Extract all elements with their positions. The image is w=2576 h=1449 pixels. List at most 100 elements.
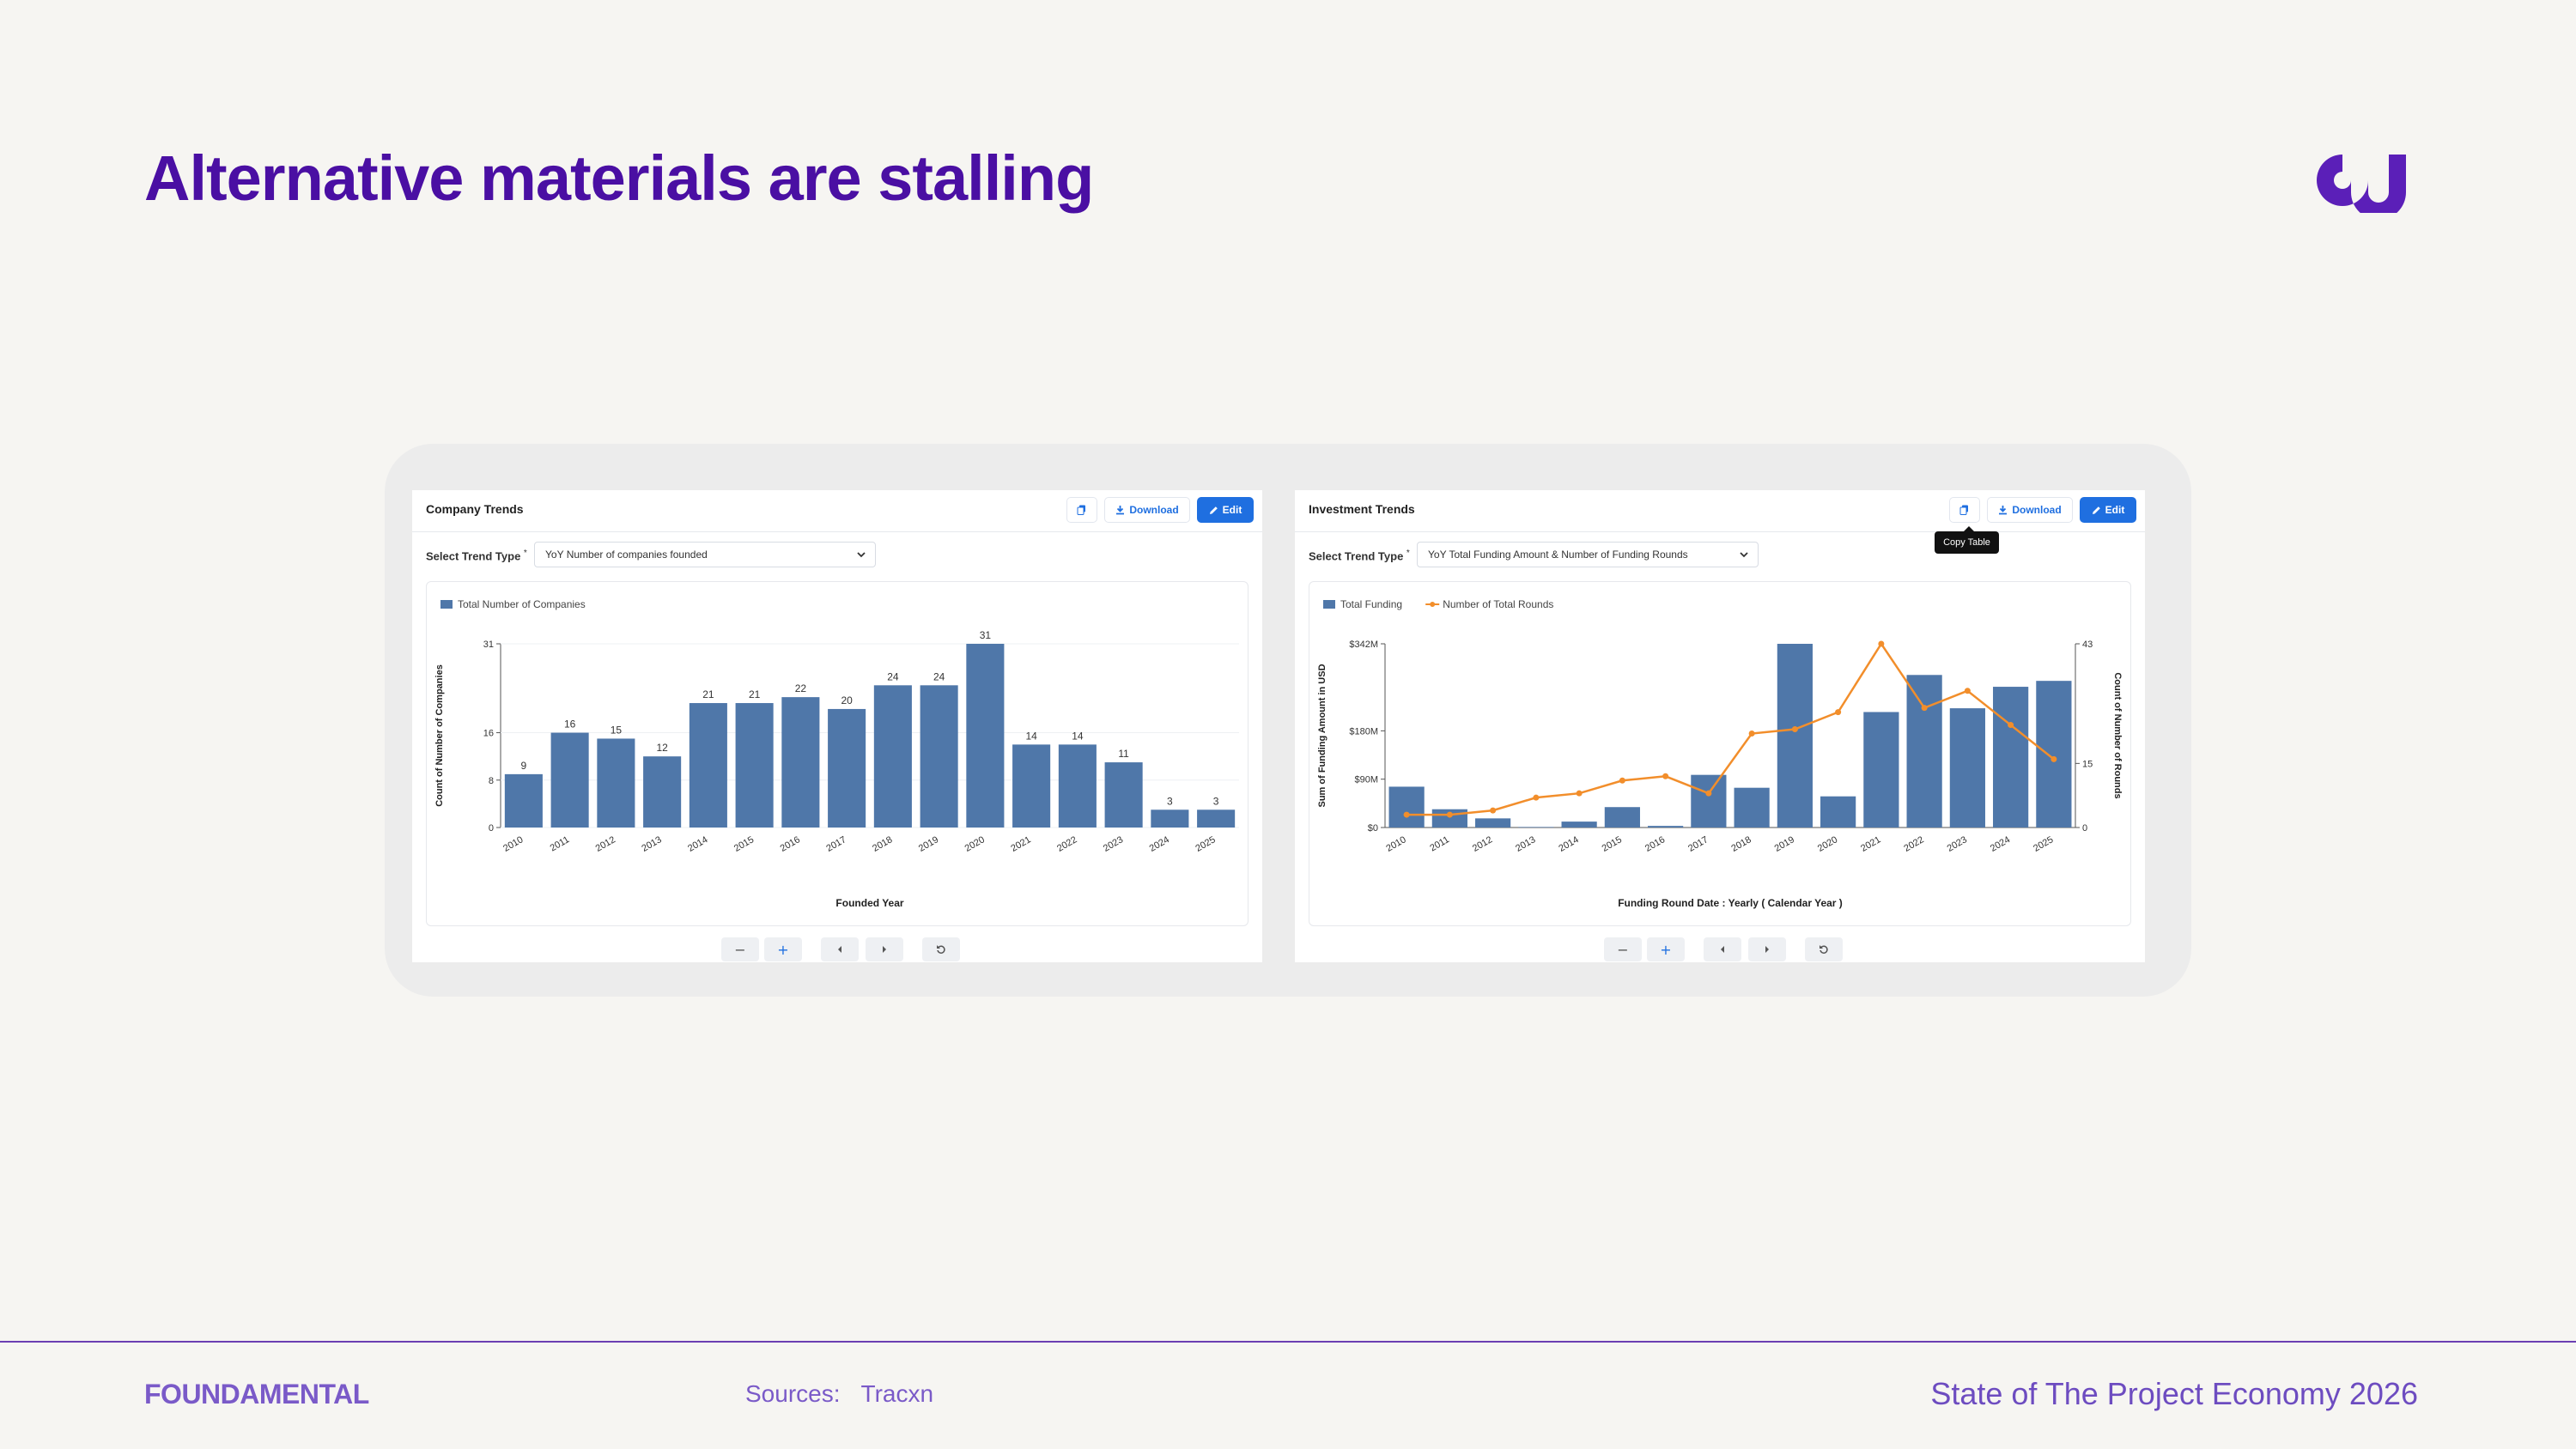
- brand-wordmark: FOUNDAMENTAL: [144, 1379, 369, 1410]
- copy-icon: [1077, 505, 1085, 515]
- reset-zoom-button[interactable]: [1805, 937, 1843, 961]
- chevron-down-icon: [857, 552, 866, 558]
- slide-title: Alternative materials are stalling: [144, 142, 1094, 214]
- bar: [1561, 822, 1597, 828]
- select-trend-label: Select Trend Type *: [1309, 549, 1410, 563]
- x-tick-label: 2011: [549, 834, 571, 853]
- x-tick-label: 2014: [686, 834, 709, 854]
- pan-right-button[interactable]: [866, 937, 903, 961]
- select-value: YoY Number of companies founded: [545, 549, 708, 561]
- x-tick-label: 2025: [1194, 834, 1217, 854]
- line-point: [1964, 688, 1971, 694]
- edit-button[interactable]: Edit: [1197, 497, 1254, 523]
- x-tick-label: 2015: [1601, 834, 1624, 854]
- caret-left-icon: [838, 946, 841, 953]
- x-tick-label: 2013: [640, 834, 663, 854]
- bar: [1104, 762, 1143, 828]
- investment-trends-panel: Investment Trends Download Edit Select T…: [1295, 490, 2145, 962]
- download-icon: [1116, 505, 1125, 514]
- y-tick-label: $180M: [1349, 726, 1378, 737]
- bar: [1949, 708, 1985, 828]
- download-button[interactable]: Download: [1987, 497, 2073, 523]
- panel-header: Investment Trends Download Edit: [1295, 490, 2145, 532]
- sources-value: Tracxn: [860, 1380, 934, 1407]
- rounds-line: [1406, 641, 2055, 816]
- y-right-tick-label: 43: [2082, 640, 2093, 650]
- data-label: 11: [1118, 748, 1129, 760]
- legend-label: Total Funding: [1340, 598, 1402, 610]
- data-label: 15: [611, 724, 623, 736]
- zoom-in-button[interactable]: +: [764, 937, 802, 961]
- x-tick-label: 2024: [1989, 834, 2012, 854]
- legend-swatch: [1430, 602, 1436, 607]
- x-tick-label: 2017: [1686, 834, 1710, 854]
- bar: [1993, 687, 2029, 828]
- data-label: 21: [749, 688, 761, 700]
- bar: [1151, 809, 1189, 828]
- bar: [781, 697, 820, 828]
- x-tick-label: 2017: [824, 834, 848, 854]
- bar: [1777, 644, 1813, 828]
- panel-header: Company Trends Download Edit: [412, 490, 1262, 532]
- copy-table-button[interactable]: [1066, 497, 1097, 523]
- bar: [1691, 774, 1727, 828]
- zoom-out-button[interactable]: −: [721, 937, 759, 961]
- bar: [966, 644, 1005, 828]
- trend-type-select[interactable]: YoY Total Funding Amount & Number of Fun…: [1417, 542, 1759, 567]
- bar: [735, 703, 774, 828]
- caret-right-icon: [1765, 946, 1769, 953]
- pan-left-button[interactable]: [821, 937, 859, 961]
- x-tick-label: 2019: [1773, 834, 1796, 854]
- x-tick-label: 2018: [1729, 834, 1753, 854]
- bar: [1604, 807, 1640, 828]
- bar: [1906, 675, 1942, 828]
- line-point: [1619, 777, 1625, 784]
- edit-label: Edit: [1222, 504, 1242, 516]
- line-point: [1878, 640, 1885, 647]
- download-label: Download: [2012, 504, 2062, 516]
- x-tick-label: 2016: [1643, 834, 1667, 854]
- x-tick-label: 2015: [732, 834, 756, 854]
- report-title: State of The Project Economy 2026: [1930, 1376, 2418, 1411]
- data-label: 20: [841, 694, 853, 706]
- x-tick-label: 2010: [1384, 834, 1407, 854]
- y-tick-label: $0: [1368, 823, 1378, 834]
- line-point: [1921, 705, 1928, 712]
- copy-table-button[interactable]: [1949, 497, 1980, 523]
- pan-left-button[interactable]: [1704, 937, 1741, 961]
- line-point: [1403, 811, 1410, 818]
- caret-right-icon: [883, 946, 886, 953]
- panel-title: Investment Trends: [1309, 502, 1415, 516]
- trend-type-select[interactable]: YoY Number of companies founded: [534, 542, 876, 567]
- edit-button[interactable]: Edit: [2080, 497, 2136, 523]
- bar: [1197, 809, 1236, 828]
- data-label: 24: [933, 670, 945, 682]
- select-value: YoY Total Funding Amount & Number of Fun…: [1428, 549, 1688, 561]
- y-right-tick-label: 15: [2082, 759, 2093, 769]
- x-tick-label: 2020: [1816, 834, 1839, 854]
- x-tick-label: 2022: [1902, 834, 1925, 854]
- x-tick-label: 2012: [594, 834, 617, 854]
- x-tick-label: 2013: [1514, 834, 1537, 854]
- investment-trends-chart: Total Funding Number of Total Rounds 2010 2…: [1317, 598, 2123, 909]
- y-tick-label: $342M: [1349, 640, 1378, 650]
- download-label: Download: [1129, 504, 1179, 516]
- panel-title: Company Trends: [426, 502, 524, 516]
- data-label: 9: [521, 760, 527, 772]
- bar: [920, 685, 958, 828]
- select-trend-label: Select Trend Type *: [426, 549, 527, 563]
- bar: [1058, 744, 1097, 828]
- x-tick-label: 2016: [779, 834, 802, 854]
- bar: [1475, 818, 1511, 828]
- download-button[interactable]: Download: [1104, 497, 1190, 523]
- x-axis-title: Funding Round Date : Yearly ( Calendar Y…: [1618, 897, 1843, 909]
- zoom-in-button[interactable]: +: [1647, 937, 1685, 961]
- bar: [1648, 826, 1684, 828]
- x-tick-label: 2018: [871, 834, 894, 854]
- x-tick-label: 2011: [1428, 834, 1450, 853]
- y-axis-title: Sum of Funding Amount in USD: [1317, 664, 1327, 807]
- pan-right-button[interactable]: [1748, 937, 1786, 961]
- zoom-out-button[interactable]: −: [1604, 937, 1642, 961]
- reset-zoom-button[interactable]: [922, 937, 960, 961]
